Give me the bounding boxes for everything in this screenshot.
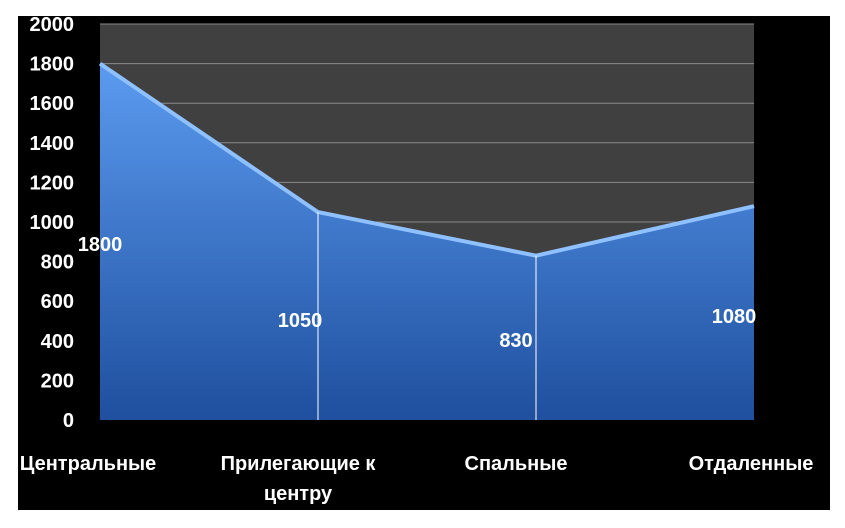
y-tick-label: 1400 <box>30 133 75 155</box>
y-tick-label: 1000 <box>30 212 75 234</box>
y-tick-label: 600 <box>41 291 74 313</box>
y-tick-label: 1800 <box>30 54 75 76</box>
y-tick-label: 400 <box>41 331 74 353</box>
x-category-label: Отдаленные <box>689 453 814 475</box>
data-label: 1800 <box>78 234 123 256</box>
y-tick-label: 1600 <box>30 93 75 115</box>
x-category-label: Центральные <box>20 453 156 475</box>
x-category-label: Прилегающие к центру <box>221 453 377 505</box>
y-tick-label: 800 <box>41 252 74 274</box>
data-labels: 1800 1050 830 1080 <box>78 234 757 352</box>
y-tick-label: 0 <box>63 410 74 432</box>
area-series <box>100 63 754 420</box>
y-tick-label: 1200 <box>30 172 75 194</box>
y-tick-label: 200 <box>41 370 74 392</box>
chart-frame: 0 200 400 600 800 1000 1200 1400 1600 1800 2000 Це… <box>18 16 830 510</box>
area-chart: 0 200 400 600 800 1000 1200 1400 1600 1800 2000 Це… <box>20 16 814 505</box>
y-tick-label: 2000 <box>30 16 75 36</box>
drop-lines <box>317 212 537 420</box>
data-label: 1050 <box>278 310 323 332</box>
data-label: 1080 <box>712 306 757 328</box>
y-axis-tick-labels: 0 200 400 600 800 1000 1200 1400 1600 1800 2000 <box>30 16 75 432</box>
x-axis-category-labels: Центральные Прилегающие к центру Спальные От… <box>20 453 814 505</box>
area-series-edge <box>98 61 755 258</box>
data-label: 830 <box>499 330 532 352</box>
x-category-label: Спальные <box>465 453 568 475</box>
